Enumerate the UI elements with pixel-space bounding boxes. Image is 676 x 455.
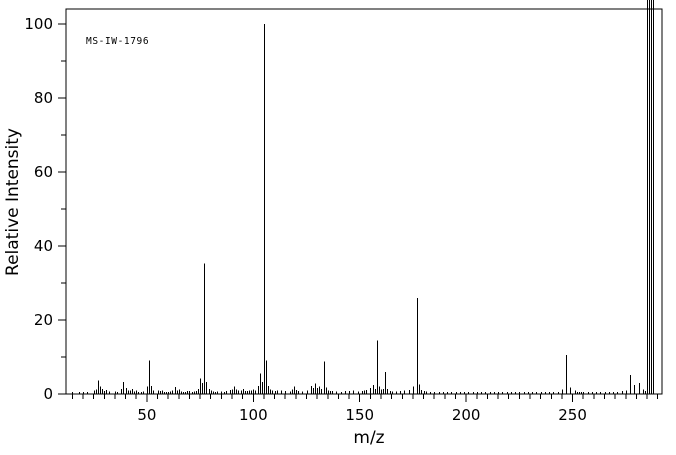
x-axis-ticks — [71, 394, 659, 402]
x-tick-label: 50 — [137, 406, 156, 424]
y-tick-label: 0 — [43, 385, 53, 403]
y-tick-label: 40 — [34, 237, 53, 255]
x-axis-title: m/z — [353, 428, 384, 448]
x-tick-label: 250 — [558, 406, 587, 424]
spectrum-peaks — [72, 0, 654, 394]
y-axis-tick-labels: 0 20 40 60 80 100 — [24, 15, 53, 403]
y-axis-title: Relative Intensity — [3, 128, 23, 276]
x-axis-tick-labels: 50 100 150 200 250 — [137, 406, 587, 424]
spectrum-id-annotation: MS-IW-1796 — [86, 36, 149, 47]
x-tick-label: 150 — [345, 406, 374, 424]
x-tick-label: 100 — [239, 406, 268, 424]
x-tick-label: 200 — [452, 406, 481, 424]
y-tick-label: 20 — [34, 311, 53, 329]
y-tick-label: 60 — [34, 163, 53, 181]
y-tick-label: 100 — [24, 15, 53, 33]
y-axis-ticks — [58, 23, 66, 395]
y-tick-label: 80 — [34, 89, 53, 107]
